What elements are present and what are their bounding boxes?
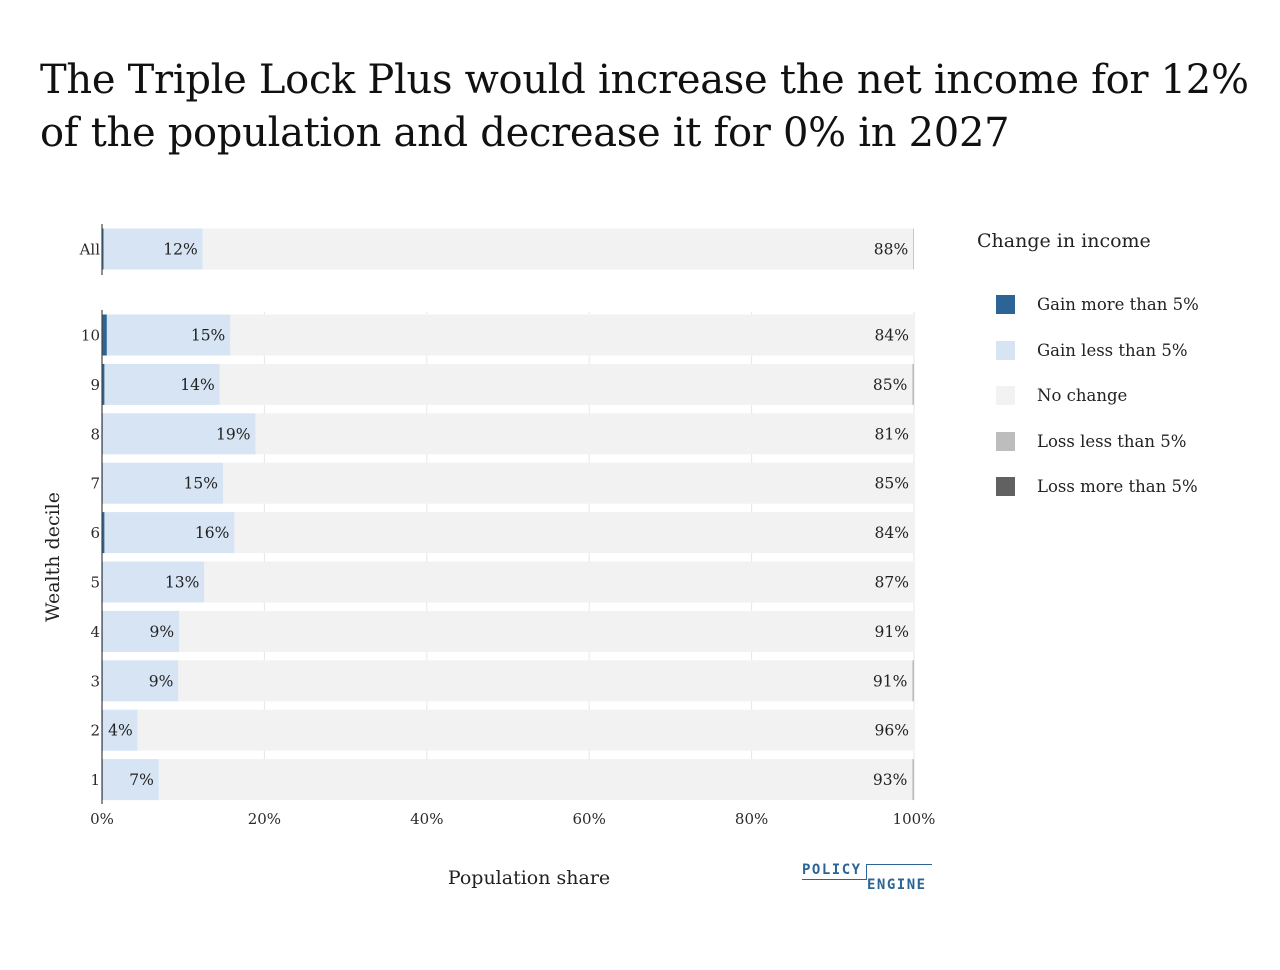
bar-segment-loss-less-than-5- [913, 228, 914, 270]
bar-segment-no-change [219, 363, 913, 405]
legend-item: Loss more than 5% [996, 464, 1199, 510]
legend-items: Gain more than 5% Gain less than 5% No cha… [977, 282, 1199, 510]
bar-segment-gain-more-than-5- [102, 228, 104, 270]
bar-value-label: 7% [129, 771, 154, 789]
legend-label: Gain less than 5% [1037, 340, 1188, 360]
legend-label: No change [1037, 386, 1128, 406]
bar-value-label: 81% [875, 425, 909, 443]
bar-value-label: 9% [150, 623, 175, 641]
bar-segment-gain-less-than-5- [104, 512, 235, 554]
bar-segment-no-change [255, 413, 914, 455]
bar-segment-gain-less-than-5- [104, 363, 220, 405]
legend-label: Gain more than 5% [1037, 295, 1199, 315]
bar-segment-gain-less-than-5- [102, 561, 205, 603]
bar-value-label: 12% [163, 241, 197, 259]
bar-value-label: 91% [875, 623, 909, 641]
y-tick-label: 3 [90, 672, 100, 690]
bar-value-label: 96% [875, 722, 909, 740]
bar-value-label: 4% [108, 722, 133, 740]
x-tick-label: 40% [410, 810, 443, 828]
bar-value-label: 9% [149, 672, 174, 690]
x-tick-label: 0% [90, 810, 114, 828]
legend-swatch [996, 340, 1015, 360]
bar-segment-gain-more-than-5- [102, 314, 107, 356]
legend-item: Loss less than 5% [996, 419, 1199, 465]
bar-value-label: 93% [873, 771, 907, 789]
bar-value-label: 15% [184, 475, 218, 493]
axes-layer: All 10 9 8 7 6 5 4 3 2 1 0% 20% 40% 60% 80% 100% [79, 224, 936, 828]
bar-segment-gain-less-than-5- [102, 759, 159, 801]
labels-layer: 12% 88% 15% 84% 14% 85% 19% 81% 15% 85% 16% 84% 13% 8… [108, 241, 909, 790]
logo-line2: ENGINE [867, 877, 927, 893]
legend-swatch [996, 477, 1015, 497]
bar-segment-no-change [137, 709, 914, 751]
logo-line1: POLICY [802, 862, 862, 878]
bar-value-label: 85% [875, 475, 909, 493]
legend: Change in income Gain more than 5% Gain l… [977, 230, 1199, 510]
bar-value-label: 15% [191, 327, 225, 345]
y-tick-label: 4 [90, 623, 100, 641]
bar-segment-no-change [234, 512, 914, 554]
x-tick-label: 80% [735, 810, 768, 828]
bar-segment-gain-less-than-5- [106, 314, 231, 356]
bar-segment-gain-less-than-5- [102, 709, 138, 751]
legend-swatch [996, 386, 1015, 406]
bar-value-label: 13% [165, 574, 199, 592]
bar-segment-no-change [158, 759, 913, 801]
legend-swatch [996, 295, 1015, 315]
legend-swatch [996, 431, 1015, 451]
bar-segment-gain-less-than-5- [102, 610, 180, 652]
bars-layer [102, 228, 914, 801]
chart-title: The Triple Lock Plus would increase the … [40, 57, 1249, 156]
bar-value-label: 85% [873, 376, 907, 394]
y-tick-label: 10 [81, 327, 100, 345]
x-tick-label: 100% [893, 810, 936, 828]
y-tick-label: 7 [90, 475, 100, 493]
bar-segment-gain-less-than-5- [102, 413, 256, 455]
logo-rule [866, 864, 867, 880]
bar-segment-loss-less-than-5- [912, 759, 914, 801]
y-tick-label: 5 [90, 574, 100, 592]
bar-value-label: 19% [216, 425, 250, 443]
x-tick-label: 60% [573, 810, 606, 828]
bar-value-label: 84% [875, 524, 909, 542]
bar-value-label: 16% [195, 524, 229, 542]
bar-segment-loss-less-than-5- [912, 363, 914, 405]
bar-value-label: 14% [180, 376, 214, 394]
legend-label: Loss more than 5% [1037, 477, 1198, 497]
bar-segment-no-change [178, 660, 913, 702]
bar-segment-no-change [222, 462, 914, 504]
y-axis-title: Wealth decile [42, 492, 64, 622]
bar-segment-no-change [202, 228, 914, 270]
bar-segment-no-change [230, 314, 914, 356]
y-tick-label: 6 [90, 524, 100, 542]
bar-value-label: 84% [875, 327, 909, 345]
legend-item: Gain more than 5% [996, 282, 1199, 328]
bar-segment-gain-less-than-5- [102, 660, 179, 702]
bar-value-label: 91% [873, 672, 907, 690]
y-tick-label: 8 [90, 425, 100, 443]
x-axis-title: Population share [448, 867, 610, 889]
legend-title: Change in income [977, 230, 1151, 252]
y-tick-label: 1 [90, 771, 100, 789]
bar-segment-no-change [204, 561, 914, 603]
y-tick-label: All [79, 241, 101, 259]
bar-value-label: 87% [875, 574, 909, 592]
logo-rule [866, 864, 932, 865]
bar-segment-gain-more-than-5- [102, 363, 105, 405]
bar-segment-gain-less-than-5- [103, 228, 203, 270]
logo-rule [802, 879, 866, 880]
bar-segment-loss-less-than-5- [912, 660, 914, 702]
bar-segment-gain-less-than-5- [102, 462, 223, 504]
x-tick-label: 20% [248, 810, 281, 828]
y-tick-label: 9 [90, 376, 100, 394]
bar-value-label: 88% [874, 241, 908, 259]
legend-item: No change [996, 373, 1199, 419]
y-tick-label: 2 [90, 722, 100, 740]
bar-segment-gain-more-than-5- [102, 512, 105, 554]
bar-segment-no-change [179, 610, 914, 652]
legend-item: Gain less than 5% [996, 328, 1199, 374]
legend-label: Loss less than 5% [1037, 431, 1187, 451]
